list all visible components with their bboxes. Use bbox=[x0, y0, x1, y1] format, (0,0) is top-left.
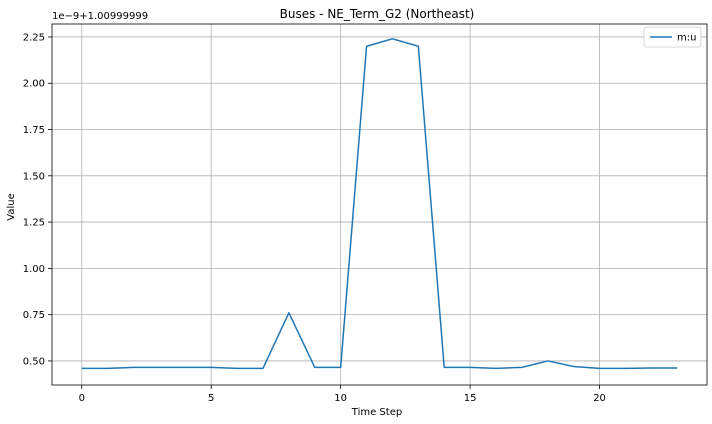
y-axis-label: Value bbox=[6, 193, 17, 220]
y-tick-label: 1.00 bbox=[23, 264, 45, 275]
y-tick-label: 0.50 bbox=[23, 356, 45, 367]
x-tick-label: 5 bbox=[208, 393, 214, 404]
y-tick-label: 0.75 bbox=[23, 310, 45, 321]
legend-label: m:u bbox=[677, 33, 696, 44]
series-layer bbox=[81, 38, 678, 370]
x-axis-label: Time Step bbox=[351, 407, 402, 418]
legend: m:u bbox=[643, 26, 702, 48]
x-tick-label: 10 bbox=[334, 393, 347, 404]
x-tick-label: 20 bbox=[593, 393, 606, 404]
chart-title: Buses - NE_Term_G2 (Northeast) bbox=[280, 7, 475, 21]
y-tick-label: 1.75 bbox=[23, 125, 45, 136]
y-tick-label: 2.00 bbox=[23, 79, 45, 90]
legend-box bbox=[643, 26, 702, 48]
x-tick-label: 15 bbox=[464, 393, 477, 404]
y-tick-label: 1.25 bbox=[23, 218, 45, 229]
y-tick-label: 2.25 bbox=[23, 32, 45, 43]
y-tick-label: 1.50 bbox=[23, 171, 45, 182]
plot-frame bbox=[51, 23, 708, 386]
series-line bbox=[81, 38, 678, 370]
axis-ticks: 0 5 10 15 20 0.50 0.75 1.00 1.25 1.50 1.75 2.00 2.25 bbox=[23, 32, 606, 404]
grid bbox=[52, 24, 707, 385]
y-offset-label: 1e−9+1.00999999 bbox=[52, 11, 148, 22]
x-tick-label: 0 bbox=[79, 393, 85, 404]
